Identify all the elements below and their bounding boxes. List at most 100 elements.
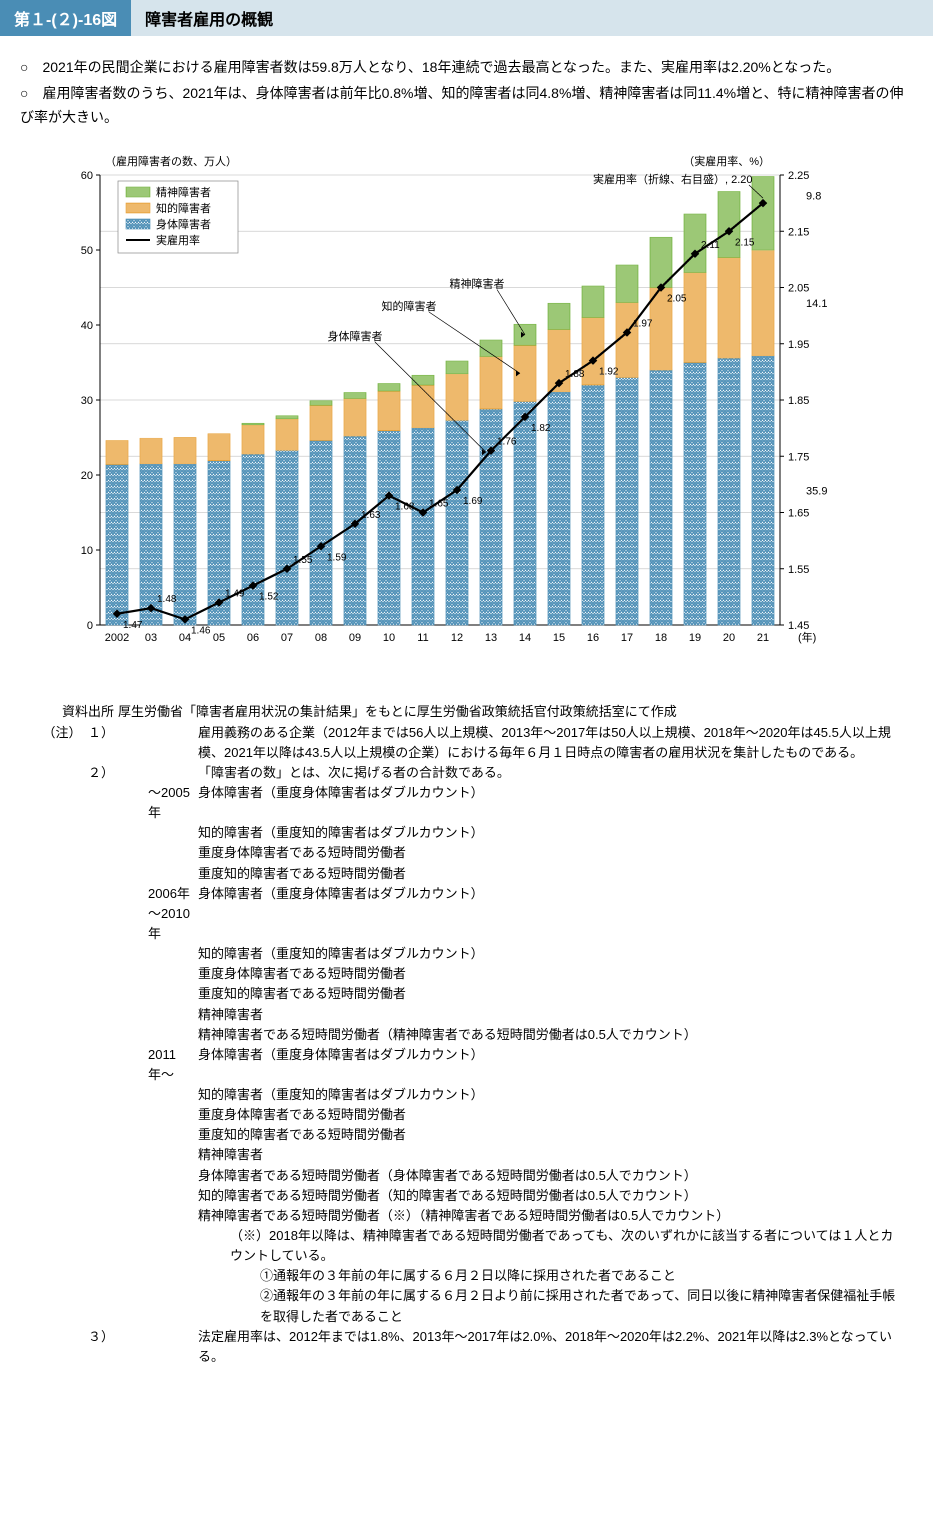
svg-text:10: 10: [81, 545, 93, 557]
summary-bullets: ○ 2021年の民間企業における雇用障害者数は59.8万人となり、18年連続で過…: [0, 48, 933, 145]
note-row: 精神障害者である短時間労働者（精神障害者である短時間労働者は0.5人でカウント）: [30, 1025, 903, 1045]
svg-text:19: 19: [689, 632, 701, 644]
svg-text:20: 20: [81, 470, 93, 482]
svg-text:60: 60: [81, 170, 93, 182]
source-row: 資料出所 厚生労働省「障害者雇用状況の集計結果」をもとに厚生労働省政策統括官付政…: [30, 702, 903, 722]
svg-text:1.82: 1.82: [531, 423, 551, 434]
note-row: 知的障害者（重度知的障害者はダブルカウント）: [30, 1085, 903, 1105]
svg-text:2.15: 2.15: [735, 238, 755, 249]
svg-text:35.9: 35.9: [806, 486, 827, 498]
svg-text:1.97: 1.97: [633, 319, 653, 330]
svg-text:30: 30: [81, 395, 93, 407]
svg-text:1.47: 1.47: [123, 620, 143, 631]
svg-text:2.05: 2.05: [667, 294, 687, 305]
source-text: 厚生労働省「障害者雇用状況の集計結果」をもとに厚生労働省政策統括官付政策統括室に…: [118, 702, 903, 722]
svg-text:1.85: 1.85: [788, 395, 809, 407]
svg-text:08: 08: [315, 632, 327, 644]
note-row: 知的障害者（重度知的障害者はダブルカウント）: [30, 823, 903, 843]
note-post: ①通報年の３年前の年に属する６月２日以降に採用された者であること: [30, 1266, 903, 1286]
note-row: （注） １）雇用義務のある企業（2012年までは56人以上規模、2013年〜20…: [30, 723, 903, 763]
svg-text:1.76: 1.76: [497, 437, 517, 448]
svg-text:1.55: 1.55: [293, 555, 313, 566]
svg-text:04: 04: [179, 632, 191, 644]
svg-text:（雇用障害者の数、万人）: （雇用障害者の数、万人）: [105, 154, 237, 168]
svg-text:15: 15: [553, 632, 565, 644]
note-row: 重度身体障害者である短時間労働者: [30, 964, 903, 984]
svg-text:1.63: 1.63: [361, 510, 381, 521]
svg-text:1.52: 1.52: [259, 592, 279, 603]
svg-text:1.46: 1.46: [191, 626, 211, 637]
svg-text:1.65: 1.65: [788, 508, 809, 520]
bullet-text: ○ 雇用障害者数のうち、2021年は、身体障害者は前年比0.8%増、知的障害者は…: [20, 82, 913, 130]
svg-text:1.69: 1.69: [463, 496, 483, 507]
svg-text:2.11: 2.11: [701, 240, 720, 251]
svg-text:知的障害者: 知的障害者: [156, 201, 211, 215]
note-row: 精神障害者: [30, 1005, 903, 1025]
note-row: ２）「障害者の数」とは、次に掲げる者の合計数である。: [30, 763, 903, 783]
svg-text:12: 12: [451, 632, 463, 644]
svg-text:14.1: 14.1: [806, 298, 827, 310]
bullet-text: ○ 2021年の民間企業における雇用障害者数は59.8万人となり、18年連続で過…: [20, 56, 913, 80]
figure-title: 障害者雇用の概観: [131, 0, 933, 36]
note-row: 2006年 〜2010年身体障害者（重度身体障害者はダブルカウント）: [30, 884, 903, 944]
note-row: 精神障害者である短時間労働者（※）（精神障害者である短時間労働者は0.5人でカウ…: [30, 1206, 903, 1226]
svg-text:1.88: 1.88: [565, 370, 585, 381]
svg-text:2002: 2002: [105, 632, 129, 644]
svg-text:09: 09: [349, 632, 361, 644]
svg-text:（実雇用率、%）: （実雇用率、%）: [683, 154, 770, 168]
svg-text:身体障害者: 身体障害者: [328, 329, 383, 343]
legend: 精神障害者知的障害者身体障害者実雇用率: [118, 181, 238, 253]
svg-text:2.25: 2.25: [788, 170, 809, 182]
svg-text:11: 11: [417, 632, 428, 644]
note-row: 身体障害者である短時間労働者（身体障害者である短時間労働者は0.5人でカウント）: [30, 1166, 903, 1186]
svg-text:1.45: 1.45: [788, 620, 809, 632]
note-row: 重度身体障害者である短時間労働者: [30, 843, 903, 863]
svg-text:知的障害者: 知的障害者: [382, 299, 437, 313]
svg-text:1.55: 1.55: [788, 564, 809, 576]
figure-number: 第１-(２)-16図: [0, 0, 131, 36]
svg-text:2.05: 2.05: [788, 283, 809, 295]
svg-text:(年): (年): [798, 630, 816, 644]
svg-text:16: 16: [587, 632, 599, 644]
note-row: 重度知的障害者である短時間労働者: [30, 864, 903, 884]
svg-text:実雇用率: 実雇用率: [156, 233, 200, 247]
note-row: 重度身体障害者である短時間労働者: [30, 1105, 903, 1125]
note-post: （※）2018年以降は、精神障害者である短時間労働者であっても、次のいずれかに該…: [30, 1226, 903, 1266]
svg-text:1.68: 1.68: [395, 502, 415, 513]
svg-text:1.95: 1.95: [788, 339, 809, 351]
note-row: 重度知的障害者である短時間労働者: [30, 1125, 903, 1145]
svg-text:1.92: 1.92: [599, 367, 619, 378]
figure-header: 第１-(２)-16図 障害者雇用の概観: [0, 0, 933, 36]
svg-text:1.75: 1.75: [788, 452, 809, 464]
svg-text:9.8: 9.8: [806, 191, 821, 203]
svg-text:精神障害者: 精神障害者: [156, 185, 211, 199]
svg-text:21: 21: [757, 632, 769, 644]
svg-text:06: 06: [247, 632, 259, 644]
svg-text:1.59: 1.59: [327, 553, 347, 564]
svg-text:05: 05: [213, 632, 225, 644]
svg-text:精神障害者: 精神障害者: [450, 277, 505, 291]
chart-container: 01020304050601.451.551.651.751.851.952.0…: [0, 145, 933, 698]
note-row: 2011年〜身体障害者（重度身体障害者はダブルカウント）: [30, 1045, 903, 1085]
svg-text:1.65: 1.65: [429, 499, 449, 510]
svg-text:17: 17: [621, 632, 633, 644]
svg-text:03: 03: [145, 632, 157, 644]
note-row: 〜2005年身体障害者（重度身体障害者はダブルカウント）: [30, 783, 903, 823]
source-label: 資料出所: [30, 702, 118, 722]
note-row: 重度知的障害者である短時間労働者: [30, 984, 903, 1004]
svg-text:実雇用率（折線、右目盛）, 2.20: 実雇用率（折線、右目盛）, 2.20: [593, 172, 753, 186]
note-row: 知的障害者（重度知的障害者はダブルカウント）: [30, 944, 903, 964]
svg-text:07: 07: [281, 632, 293, 644]
note-row: 知的障害者である短時間労働者（知的障害者である短時間労働者は0.5人でカウント）: [30, 1186, 903, 1206]
svg-text:1.49: 1.49: [225, 589, 245, 600]
svg-text:50: 50: [81, 245, 93, 257]
note-post: ②通報年の３年前の年に属する６月２日より前に採用された者であって、同日以後に精神…: [30, 1286, 903, 1326]
note-row: 精神障害者: [30, 1145, 903, 1165]
svg-text:40: 40: [81, 320, 93, 332]
svg-text:2.15: 2.15: [788, 227, 809, 239]
svg-text:14: 14: [519, 632, 531, 644]
notes-section: 資料出所 厚生労働省「障害者雇用状況の集計結果」をもとに厚生労働省政策統括官付政…: [0, 698, 933, 1387]
svg-text:身体障害者: 身体障害者: [156, 217, 211, 231]
svg-text:18: 18: [655, 632, 667, 644]
svg-text:20: 20: [723, 632, 735, 644]
